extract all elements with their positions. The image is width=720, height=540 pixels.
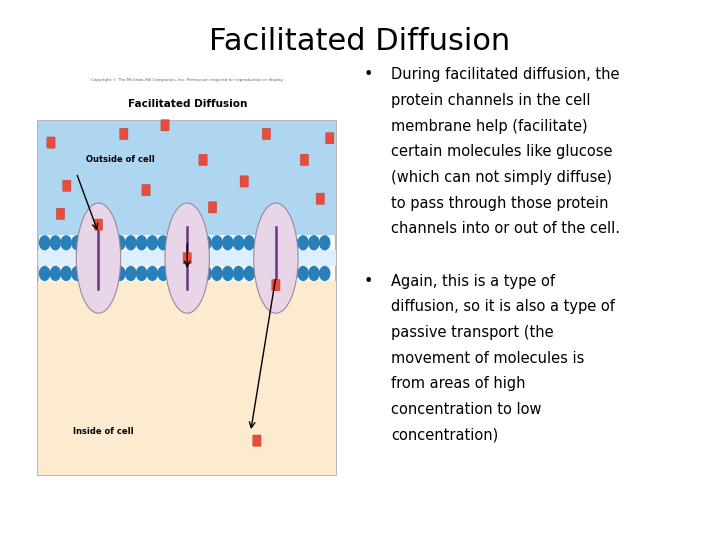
- FancyBboxPatch shape: [120, 129, 128, 139]
- Ellipse shape: [76, 203, 121, 313]
- Circle shape: [201, 267, 211, 280]
- Circle shape: [276, 236, 287, 249]
- FancyBboxPatch shape: [253, 435, 261, 446]
- Circle shape: [287, 236, 297, 249]
- Circle shape: [190, 267, 200, 280]
- Circle shape: [72, 236, 82, 249]
- Circle shape: [61, 236, 71, 249]
- Circle shape: [168, 236, 179, 249]
- Text: diffusion, so it is also a type of: diffusion, so it is also a type of: [391, 299, 615, 314]
- Circle shape: [266, 267, 276, 280]
- Circle shape: [255, 236, 265, 249]
- Text: channels into or out of the cell.: channels into or out of the cell.: [391, 221, 620, 237]
- Circle shape: [298, 236, 308, 249]
- Text: Inside of cell: Inside of cell: [73, 428, 134, 436]
- Text: certain molecules like glucose: certain molecules like glucose: [391, 144, 613, 159]
- Text: passive transport (the: passive transport (the: [391, 325, 554, 340]
- Circle shape: [266, 236, 276, 249]
- Circle shape: [83, 236, 93, 249]
- Circle shape: [276, 267, 287, 280]
- FancyBboxPatch shape: [183, 253, 192, 264]
- FancyBboxPatch shape: [94, 219, 103, 230]
- Circle shape: [50, 267, 60, 280]
- Text: protein channels in the cell: protein channels in the cell: [391, 93, 590, 108]
- Circle shape: [72, 267, 82, 280]
- Ellipse shape: [165, 203, 210, 313]
- Circle shape: [94, 267, 104, 280]
- Circle shape: [126, 267, 136, 280]
- Circle shape: [40, 267, 50, 280]
- Circle shape: [104, 236, 114, 249]
- FancyBboxPatch shape: [325, 133, 334, 144]
- Circle shape: [222, 267, 233, 280]
- Circle shape: [115, 267, 125, 280]
- Circle shape: [61, 267, 71, 280]
- Circle shape: [320, 236, 330, 249]
- Circle shape: [168, 267, 179, 280]
- Text: Copyright © The McGraw-Hill Companies, Inc. Permission required for reproduction: Copyright © The McGraw-Hill Companies, I…: [91, 78, 284, 82]
- Circle shape: [298, 267, 308, 280]
- Circle shape: [50, 236, 60, 249]
- Circle shape: [94, 236, 104, 249]
- FancyBboxPatch shape: [240, 176, 248, 187]
- Circle shape: [309, 236, 319, 249]
- Text: •: •: [364, 274, 373, 288]
- Text: membrane help (facilitate): membrane help (facilitate): [391, 119, 588, 133]
- Text: •: •: [364, 68, 373, 82]
- FancyBboxPatch shape: [38, 121, 336, 235]
- Circle shape: [179, 236, 190, 249]
- Text: (which can not simply diffuse): (which can not simply diffuse): [391, 170, 612, 185]
- FancyBboxPatch shape: [208, 202, 217, 213]
- Text: During facilitated diffusion, the: During facilitated diffusion, the: [391, 68, 620, 82]
- Circle shape: [244, 267, 254, 280]
- FancyBboxPatch shape: [38, 281, 336, 475]
- Circle shape: [212, 236, 222, 249]
- Circle shape: [137, 267, 147, 280]
- Text: Facilitated Diffusion: Facilitated Diffusion: [210, 27, 510, 56]
- Circle shape: [287, 267, 297, 280]
- Circle shape: [320, 267, 330, 280]
- Circle shape: [158, 236, 168, 249]
- FancyBboxPatch shape: [300, 154, 309, 165]
- Circle shape: [137, 236, 147, 249]
- Circle shape: [148, 267, 158, 280]
- Circle shape: [126, 236, 136, 249]
- FancyBboxPatch shape: [38, 121, 336, 475]
- FancyBboxPatch shape: [63, 180, 71, 191]
- Circle shape: [201, 236, 211, 249]
- Circle shape: [244, 236, 254, 249]
- FancyBboxPatch shape: [262, 129, 271, 139]
- Text: concentration to low: concentration to low: [391, 402, 541, 417]
- FancyBboxPatch shape: [161, 120, 169, 131]
- FancyBboxPatch shape: [271, 280, 280, 291]
- FancyBboxPatch shape: [199, 154, 207, 165]
- Circle shape: [233, 236, 243, 249]
- Text: Again, this is a type of: Again, this is a type of: [391, 274, 555, 288]
- Ellipse shape: [253, 203, 298, 313]
- Text: movement of molecules is: movement of molecules is: [391, 350, 585, 366]
- Text: to pass through those protein: to pass through those protein: [391, 195, 608, 211]
- Circle shape: [255, 267, 265, 280]
- Circle shape: [158, 267, 168, 280]
- Circle shape: [104, 267, 114, 280]
- FancyBboxPatch shape: [142, 185, 150, 195]
- Circle shape: [222, 236, 233, 249]
- Text: concentration): concentration): [391, 428, 498, 443]
- Circle shape: [40, 236, 50, 249]
- FancyBboxPatch shape: [47, 137, 55, 148]
- FancyBboxPatch shape: [316, 193, 325, 204]
- Circle shape: [115, 236, 125, 249]
- Circle shape: [179, 267, 190, 280]
- FancyBboxPatch shape: [56, 208, 65, 219]
- FancyBboxPatch shape: [38, 250, 336, 266]
- Circle shape: [233, 267, 243, 280]
- Text: Outside of cell: Outside of cell: [86, 156, 155, 164]
- Circle shape: [148, 236, 158, 249]
- Circle shape: [212, 267, 222, 280]
- Circle shape: [83, 267, 93, 280]
- Text: Facilitated Diffusion: Facilitated Diffusion: [127, 99, 247, 109]
- Circle shape: [309, 267, 319, 280]
- Text: from areas of high: from areas of high: [391, 376, 526, 392]
- Circle shape: [190, 236, 200, 249]
